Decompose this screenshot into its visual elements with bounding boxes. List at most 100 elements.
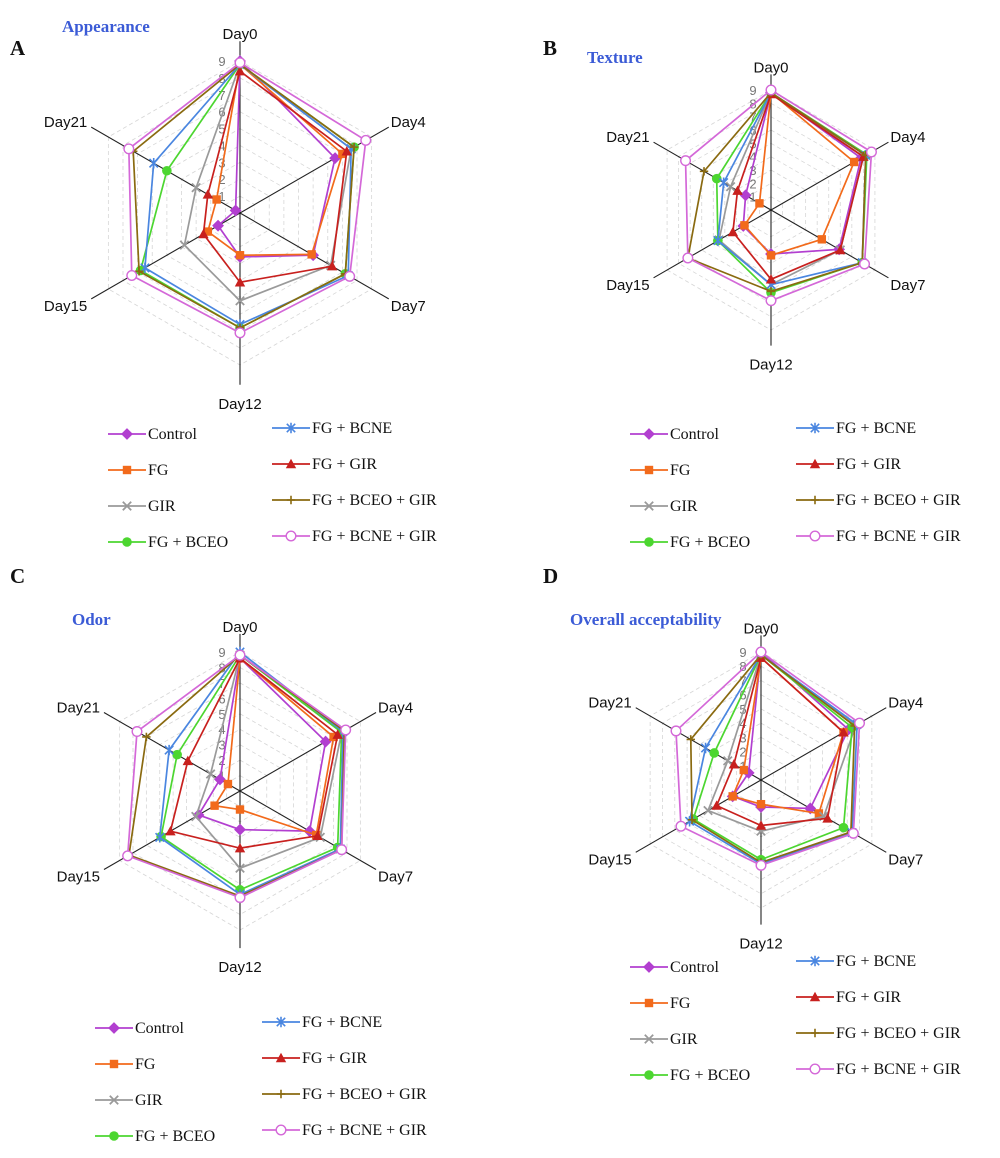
legend-label: FG [148, 462, 169, 479]
data-point [822, 813, 833, 823]
data-point [765, 295, 777, 307]
legend-item: FG + BCEO [630, 534, 750, 551]
data-point [134, 267, 144, 276]
legend-marker [285, 458, 297, 469]
legend-item: FG + BCEO + GIR [796, 1025, 961, 1042]
data-point [838, 727, 849, 737]
axis-spoke [653, 141, 772, 211]
axis-label: Day0 [222, 619, 257, 636]
data-point [179, 240, 190, 250]
data-point [765, 274, 777, 284]
tick-label: 7 [749, 110, 756, 125]
legend-marker [810, 422, 820, 434]
data-point [214, 773, 226, 786]
legend-item: FG + BCNE [262, 1014, 382, 1031]
legend-item: FG + BCNE + GIR [272, 528, 437, 545]
legend-marker [809, 991, 821, 1002]
legend-label: FG + BCEO + GIR [312, 492, 437, 509]
tick-label: 1 [218, 189, 225, 204]
data-point [212, 219, 224, 232]
legend-marker [810, 1028, 820, 1038]
data-point [142, 732, 151, 742]
panel-letter: B [543, 36, 557, 60]
legend-item: GIR [108, 498, 176, 515]
legend-label: FG + BCEO [670, 534, 750, 551]
data-point [162, 165, 172, 176]
data-point [739, 765, 748, 775]
axis-spoke [635, 779, 762, 853]
axis-label: Day0 [222, 26, 257, 43]
legend-item: GIR [630, 1031, 698, 1048]
data-point [849, 157, 859, 167]
data-point [122, 850, 134, 862]
legend-marker [286, 422, 296, 434]
panel-letter: D [543, 564, 558, 588]
legend-item: Control [630, 426, 719, 443]
data-point [234, 57, 246, 69]
axis-label: Day15 [44, 298, 87, 315]
legend-label: FG + BCEO + GIR [836, 1025, 961, 1042]
legend-marker [643, 961, 655, 973]
data-point [765, 84, 777, 96]
data-point [854, 717, 866, 729]
data-point [859, 258, 871, 270]
data-point [307, 250, 316, 259]
legend-item: FG + BCNE [272, 420, 392, 437]
panel-letter: C [10, 564, 25, 588]
data-point [755, 646, 767, 658]
data-point [727, 226, 739, 237]
data-point [725, 181, 736, 192]
legend-item: FG + BCEO [95, 1128, 215, 1145]
tick-label: 6 [739, 688, 746, 703]
legend-label: FG + GIR [312, 456, 377, 473]
legend-marker [108, 1022, 120, 1034]
legend-label: FG + GIR [302, 1050, 367, 1067]
axis-label: Day0 [753, 59, 788, 76]
legend-item: FG + BCEO + GIR [272, 492, 437, 509]
data-point [336, 844, 348, 856]
axis-label: Day4 [888, 695, 923, 712]
data-point [686, 735, 695, 744]
data-point [675, 820, 687, 832]
data-point [728, 792, 737, 801]
data-point [212, 195, 221, 204]
data-point [341, 146, 352, 156]
legend-item: FG + GIR [796, 456, 901, 473]
tick-label: 9 [218, 645, 225, 660]
legend-marker [644, 537, 654, 547]
data-point [205, 769, 216, 779]
legend-label: Control [670, 426, 719, 443]
tick-label: 3 [218, 155, 225, 170]
legend-marker [109, 1131, 119, 1141]
legend-label: Control [670, 959, 719, 976]
series-line [127, 61, 367, 334]
data-point [319, 735, 332, 748]
legend-label: GIR [135, 1092, 163, 1109]
axis-label: Day4 [890, 129, 925, 146]
tick-label: 7 [739, 673, 746, 688]
data-point [817, 235, 827, 244]
legend-label: FG [670, 462, 691, 479]
data-point [332, 729, 343, 739]
legend-item: Control [95, 1020, 184, 1037]
legend-marker [644, 1034, 654, 1044]
legend-label: Control [148, 426, 197, 443]
tick-label: 2 [739, 745, 746, 760]
data-point [349, 142, 359, 152]
panel-letter: A [10, 36, 26, 60]
axis-label: Day15 [588, 851, 631, 868]
legend: Control FG GIR FG + BCEO FG + BCNE FG + GIR FG… [630, 953, 961, 1084]
axis-label: Day4 [391, 114, 426, 131]
legend-marker [643, 428, 655, 440]
data-point [148, 157, 159, 169]
legend-item: FG + BCNE + GIR [796, 1061, 961, 1078]
legend-label: FG + BCNE + GIR [302, 1122, 427, 1139]
data-point [847, 827, 859, 839]
tick-label: 6 [218, 691, 225, 706]
legend-label: GIR [670, 1031, 698, 1048]
tick-label: 3 [749, 163, 756, 178]
data-point [728, 759, 740, 769]
legend-marker [644, 1070, 654, 1080]
tick-label: 5 [218, 122, 225, 137]
